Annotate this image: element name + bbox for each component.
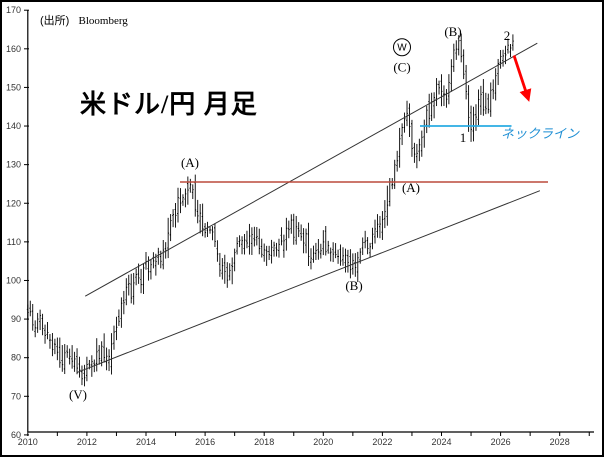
svg-text:2010: 2010 — [18, 437, 38, 447]
svg-text:120: 120 — [6, 198, 21, 208]
svg-text:130: 130 — [6, 160, 21, 170]
svg-text:2020: 2020 — [313, 437, 333, 447]
svg-text:(A): (A) — [181, 155, 199, 170]
svg-text:2016: 2016 — [195, 437, 215, 447]
svg-text:2022: 2022 — [372, 437, 392, 447]
svg-text:90: 90 — [11, 314, 21, 324]
svg-text:1: 1 — [460, 130, 467, 145]
svg-text:170: 170 — [6, 5, 21, 15]
svg-text:(V): (V) — [69, 387, 87, 402]
svg-text:80: 80 — [11, 353, 21, 363]
svg-text:W: W — [397, 43, 407, 54]
svg-text:ネックライン: ネックライン — [501, 126, 580, 141]
svg-text:(A): (A) — [402, 180, 420, 195]
svg-text:2024: 2024 — [431, 437, 451, 447]
svg-text:150: 150 — [6, 82, 21, 92]
svg-text:2014: 2014 — [136, 437, 156, 447]
svg-text:(C): (C) — [393, 60, 410, 75]
svg-text:(B): (B) — [444, 24, 461, 39]
svg-text:2028: 2028 — [550, 437, 570, 447]
svg-text:140: 140 — [6, 121, 21, 131]
svg-text:(B): (B) — [345, 278, 362, 293]
svg-text:70: 70 — [11, 391, 21, 401]
svg-text:2026: 2026 — [491, 437, 511, 447]
svg-text:160: 160 — [6, 44, 21, 54]
svg-text:2018: 2018 — [254, 437, 274, 447]
svg-text:100: 100 — [6, 275, 21, 285]
svg-text:2012: 2012 — [77, 437, 97, 447]
svg-text:110: 110 — [7, 237, 21, 247]
svg-text:2: 2 — [504, 28, 511, 43]
